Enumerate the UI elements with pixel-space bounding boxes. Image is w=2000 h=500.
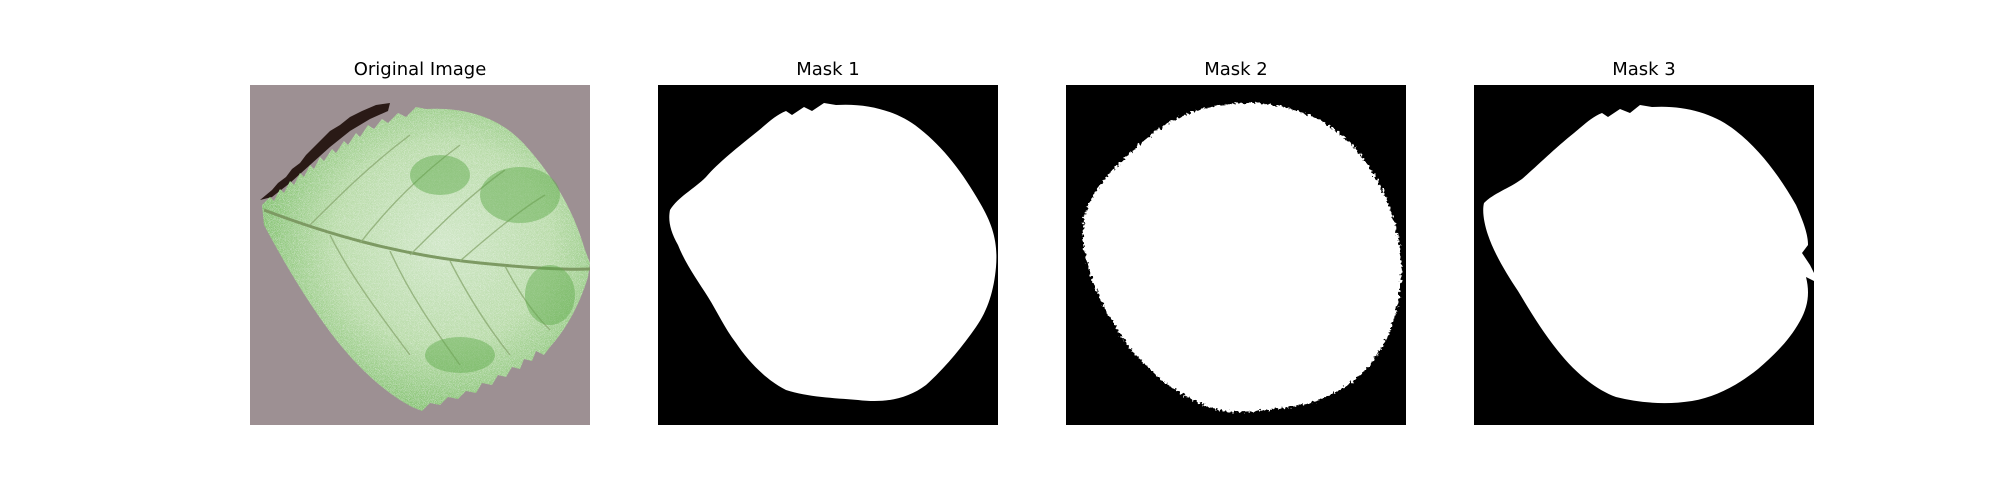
panel-title-mask-3: Mask 3	[1474, 55, 1814, 85]
panel-title-original-image: Original Image	[250, 55, 590, 85]
panel-mask-3: Mask 3	[1474, 55, 1814, 425]
mask-1-image	[658, 85, 998, 425]
panel-mask-1: Mask 1	[658, 55, 998, 425]
panel-original-image: Original Image	[250, 55, 590, 425]
panel-title-mask-1: Mask 1	[658, 55, 998, 85]
mask-3-image	[1474, 85, 1814, 425]
panel-title-mask-2: Mask 2	[1066, 55, 1406, 85]
original-leaf-image	[250, 85, 590, 425]
mask-2-image	[1066, 85, 1406, 425]
panel-mask-2: Mask 2	[1066, 55, 1406, 425]
